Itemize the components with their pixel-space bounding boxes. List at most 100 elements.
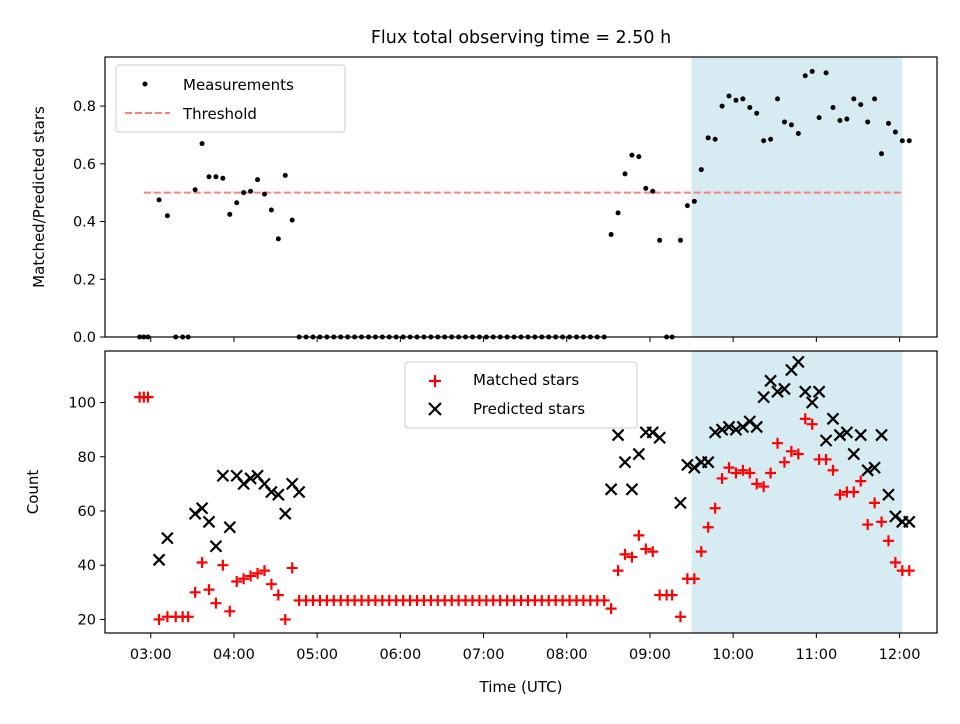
predicted-star-point [722, 420, 736, 434]
matched-star-point [737, 464, 749, 476]
measurement-point [684, 203, 690, 209]
x-tick-label: 08:00 [546, 647, 588, 663]
predicted-star-point [778, 382, 791, 396]
matched-star-point [279, 613, 291, 625]
matched-star-point [709, 502, 721, 514]
legend-matched-label: Matched stars [473, 371, 579, 389]
predicted-star-point [812, 385, 826, 398]
predicted-star-point [819, 434, 833, 447]
x-tick-label: 10:00 [712, 647, 754, 663]
matched-star-point [217, 559, 229, 571]
measurement-point [740, 96, 746, 102]
predicted-star-point [611, 428, 625, 442]
y-tick-label: 0.0 [73, 330, 96, 346]
predicted-star-point [216, 469, 230, 483]
measurement-point [726, 93, 732, 99]
measurement-point [261, 191, 267, 197]
matched-star-point [252, 567, 264, 579]
matched-star-point [785, 445, 797, 457]
matched-star-point [612, 565, 624, 577]
measurement-point [156, 197, 162, 203]
matched-star-point [189, 586, 201, 598]
matched-star-point [702, 521, 714, 533]
measurement-point [892, 129, 898, 135]
predicted-star-point [195, 501, 209, 515]
measurement-point [795, 130, 801, 136]
matched-star-point [751, 478, 763, 490]
matched-star-point [647, 546, 659, 558]
predicted-star-point [209, 539, 223, 553]
bottom-panel: 20 40 60 80 100 03:00 04:00 05:00 06:00 07:00 08:… [24, 350, 938, 696]
predicted-star-point [861, 464, 874, 477]
predicted-star-point [847, 447, 861, 461]
matched-star-point [806, 418, 818, 430]
measurement-point [220, 175, 226, 181]
bottom-legend-box [404, 361, 638, 429]
top-panel: 0.00.20.40.60.8 Matched/Predicted stars … [30, 56, 938, 346]
predicted-star-point [278, 507, 292, 520]
measurement-point [255, 177, 261, 183]
measurement-point [816, 115, 822, 121]
measurement-point [830, 105, 836, 111]
matched-star-point [238, 573, 250, 585]
bottom-axes-frame [104, 350, 938, 634]
predicted-star-point [715, 423, 729, 436]
predicted-star-point [750, 420, 764, 434]
matched-star-point [744, 467, 756, 479]
matched-star-point [820, 453, 832, 465]
matched-star-point [869, 497, 881, 509]
matched-star-point [758, 481, 770, 493]
bottom-y-axis-label: Count [24, 470, 42, 515]
top-y-ticks: 0.0 0.2 0.4 0.6 0.8 [73, 99, 105, 346]
measurement-point [788, 122, 794, 128]
predicted-star-point [833, 428, 847, 442]
x-tick-label: 07:00 [463, 647, 505, 663]
matched-star-point [730, 467, 742, 479]
predicted-star-point [265, 485, 278, 499]
measurement-point [248, 188, 254, 194]
measurement-point [705, 135, 711, 141]
measurement-point [865, 119, 871, 125]
predicted-star-point [681, 458, 694, 472]
predicted-star-point [854, 428, 868, 442]
matched-star-point [153, 613, 165, 625]
matched-star-point [903, 565, 915, 577]
measurement-point [282, 172, 288, 178]
top-legend: Measurements Threshold [115, 64, 346, 133]
predicted-star-point [840, 426, 854, 439]
matched-star-point [855, 475, 867, 487]
measurement-point [213, 174, 219, 180]
y-tick-label: 20 [78, 612, 96, 628]
predicted-star-point [632, 447, 646, 461]
predicted-star-point [272, 488, 285, 501]
measurement-point [691, 198, 697, 204]
measurement-point [289, 217, 295, 223]
predicted-star-point [701, 455, 715, 469]
matched-stars-points [134, 391, 915, 625]
measurement-point [164, 213, 170, 219]
measurement-point [677, 237, 683, 243]
y-tick-label: 60 [78, 504, 96, 520]
predicted-star-point [826, 412, 840, 426]
matched-star-point [792, 448, 804, 460]
measurement-point [275, 236, 281, 242]
legend-matched-marker [429, 375, 441, 387]
measurement-point [733, 97, 739, 103]
x-tick-label: 05:00 [296, 647, 338, 663]
measurement-point [698, 167, 704, 173]
measurement-point [872, 96, 878, 102]
measurement-point [650, 188, 656, 194]
matched-star-point [224, 605, 236, 617]
legend-measurements-label: Measurements [183, 76, 294, 94]
chart-title: Flux total observing time = 2.50 h [371, 28, 671, 48]
predicted-star-point [764, 374, 777, 388]
predicted-star-point [202, 515, 216, 529]
x-tick-label: 04:00 [213, 647, 255, 663]
y-tick-label: 0.8 [73, 99, 96, 115]
matched-star-point [633, 529, 645, 541]
matched-star-point [889, 557, 901, 568]
predicted-star-point [618, 455, 632, 469]
matched-star-point [598, 594, 610, 606]
matched-star-point [619, 548, 631, 560]
legend-measurements-marker [142, 81, 148, 87]
